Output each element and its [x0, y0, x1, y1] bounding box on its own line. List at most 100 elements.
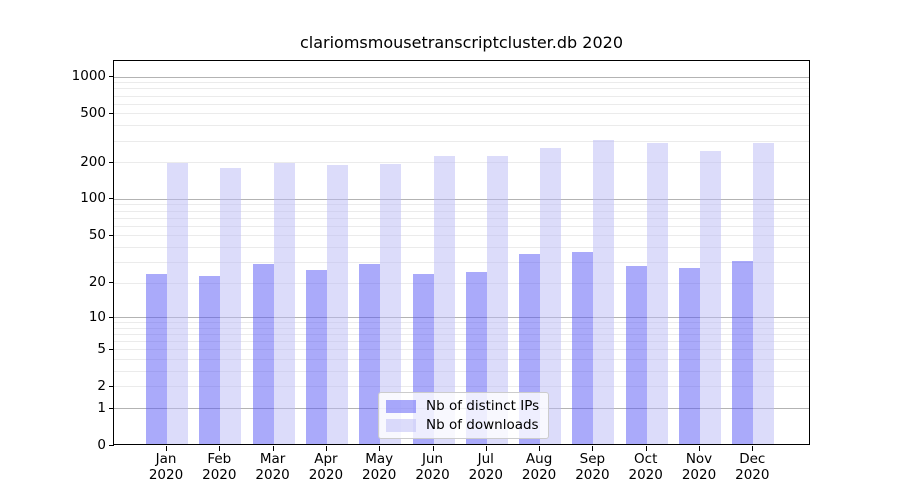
x-tick-mark [432, 446, 434, 451]
x-tick-label: Mar 2020 [255, 451, 290, 483]
legend-label: Nb of distinct IPs [426, 398, 540, 414]
y-tick-mark [109, 316, 114, 318]
bar-downloads-jun [433, 156, 455, 444]
bar-downloads-jul [486, 155, 508, 444]
legend-swatch-icon [386, 399, 416, 413]
gridline-minor [114, 140, 809, 142]
y-tick-label: 10 [88, 308, 106, 325]
x-tick-label: Apr 2020 [308, 451, 344, 483]
y-tick-label: 0 [97, 436, 106, 453]
x-tick-label: Oct 2020 [628, 451, 663, 483]
bar-downloads-aug [540, 148, 562, 444]
plot-area [113, 60, 810, 445]
bar-downloads-mar [273, 163, 295, 444]
bar-downloads-feb [220, 168, 242, 444]
gridline-minor [114, 386, 809, 388]
x-tick-mark [539, 446, 541, 451]
y-tick-label: 50 [88, 226, 106, 243]
y-tick-mark [109, 282, 114, 284]
y-tick-label: 100 [80, 190, 106, 207]
bar-downloads-nov [700, 150, 721, 444]
x-tick-label: Dec 2020 [735, 451, 770, 483]
gridline-minor [114, 225, 809, 227]
x-tick-label: Sep 2020 [575, 451, 610, 483]
gridline-minor [114, 162, 809, 164]
gridline-major [114, 76, 809, 78]
x-tick-label: Jul 2020 [468, 451, 503, 483]
y-tick-mark [109, 407, 114, 409]
gridline-minor [114, 88, 809, 90]
y-tick-mark [109, 385, 114, 387]
y-tick-label: 5 [97, 340, 106, 357]
bar-ips-apr [305, 269, 327, 444]
gridline-minor [114, 246, 809, 248]
gridline-minor [114, 103, 809, 105]
y-tick-label: 1000 [71, 68, 106, 85]
x-tick-mark [592, 446, 594, 451]
x-tick-label: Nov 2020 [681, 451, 717, 483]
legend-label: Nb of downloads [426, 417, 539, 433]
gridline-minor [114, 235, 809, 237]
bar-downloads-sep [593, 140, 615, 444]
x-tick-mark [166, 446, 167, 451]
gridline-minor [114, 113, 809, 115]
gridline-minor [114, 359, 809, 361]
y-tick-mark [109, 112, 114, 114]
x-tick-mark [219, 446, 221, 451]
x-tick-mark [645, 446, 647, 451]
y-tick-label: 2 [97, 377, 106, 394]
y-tick-label: 200 [80, 153, 106, 170]
gridline-minor [114, 349, 809, 351]
gridline-minor [114, 327, 809, 329]
x-tick-label: Aug 2020 [521, 451, 557, 483]
y-tick-mark [109, 348, 114, 350]
gridline-minor [114, 282, 809, 284]
y-tick-label: 500 [80, 104, 106, 121]
gridline-major [114, 317, 809, 319]
y-tick-mark [109, 234, 114, 236]
x-tick-mark [752, 446, 754, 451]
gridline-minor [114, 322, 809, 324]
y-tick-mark [109, 444, 114, 446]
bar-downloads-may [380, 163, 402, 444]
gridline-minor [114, 125, 809, 127]
y-tick-label: 20 [88, 274, 106, 291]
bar-downloads-oct [646, 143, 668, 444]
bar-downloads-apr [326, 165, 348, 444]
gridline-minor [114, 217, 809, 219]
bar-ips-oct [625, 265, 647, 444]
x-tick-mark [272, 446, 274, 451]
bar-ips-sep [572, 251, 594, 444]
x-tick-mark [379, 446, 381, 451]
legend-item: Nb of downloads [386, 417, 539, 433]
legend: Nb of distinct IPs Nb of downloads [378, 392, 550, 439]
chart-title: clariomsmousetranscriptcluster.db 2020 [299, 33, 623, 52]
bar-ips-mar [252, 264, 274, 444]
x-tick-mark [485, 446, 487, 451]
bar-ips-jan [146, 273, 167, 444]
gridline-minor [114, 334, 809, 336]
gridline-major [114, 198, 809, 200]
bar-downloads-dec [753, 143, 775, 444]
legend-swatch-icon [386, 418, 416, 432]
bar-ips-nov [679, 267, 700, 444]
bar-ips-feb [199, 276, 221, 444]
gridline-minor [114, 95, 809, 97]
x-tick-label: May 2020 [362, 451, 397, 483]
gridline-minor [114, 341, 809, 343]
x-tick-label: Feb 2020 [202, 451, 237, 483]
x-tick-label: Jun 2020 [415, 451, 450, 483]
x-tick-mark [325, 446, 327, 451]
y-tick-mark [109, 161, 114, 163]
gridline-minor [114, 82, 809, 84]
gridline-minor [114, 371, 809, 373]
y-tick-mark [109, 76, 114, 78]
legend-item: Nb of distinct IPs [386, 398, 539, 414]
bar-ips-dec [732, 260, 754, 444]
x-tick-mark [699, 446, 700, 451]
gridline-minor [114, 204, 809, 206]
y-tick-label: 1 [97, 399, 106, 416]
bar-ips-may [359, 264, 381, 444]
bar-downloads-jan [167, 162, 188, 444]
